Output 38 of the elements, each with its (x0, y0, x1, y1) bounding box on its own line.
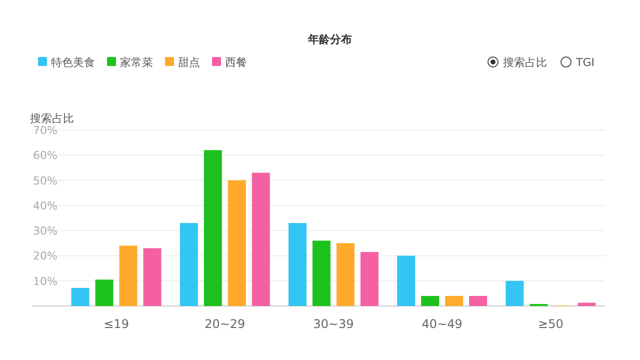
x-tick-label: ≥50 (538, 317, 564, 331)
y-tick-label: 40% (33, 199, 58, 212)
legend-label: 家常菜 (120, 56, 153, 69)
x-tick-label: 20~29 (204, 317, 246, 331)
chart-title: 年龄分布 (307, 33, 352, 46)
y-tick-label: 50% (33, 174, 58, 188)
bar (469, 296, 488, 306)
bar (288, 223, 306, 306)
bar (204, 150, 222, 306)
y-tick-label: 10% (33, 274, 58, 288)
legend-label: 特色美食 (51, 56, 95, 69)
y-tick-label: 30% (33, 224, 58, 238)
bar (252, 172, 270, 306)
bar (228, 180, 246, 306)
text: 搜索占比 (503, 56, 547, 69)
text: TGI (575, 56, 594, 69)
bar (95, 280, 114, 306)
y-tick-label: 70% (33, 124, 58, 137)
bar (71, 288, 90, 306)
bar (397, 256, 416, 306)
bar (506, 280, 524, 306)
legend-label: 甜点 (178, 56, 200, 69)
y-tick-label: 20% (33, 250, 58, 263)
bar (445, 296, 464, 306)
bar (312, 240, 330, 306)
x-tick-label: 40~49 (422, 317, 462, 331)
bar (578, 302, 596, 306)
y-tick-label: 60% (33, 149, 58, 162)
x-tick-label: 30~39 (313, 317, 354, 331)
bar (336, 243, 354, 306)
bar (143, 248, 162, 306)
bar (421, 296, 440, 306)
x-tick-label: ≤19 (104, 317, 129, 331)
legend-label: 西餐 (225, 56, 247, 69)
bar (360, 252, 378, 306)
y-axis-title: 搜索占比 (30, 112, 74, 125)
bar (180, 223, 198, 306)
bar (119, 246, 138, 306)
